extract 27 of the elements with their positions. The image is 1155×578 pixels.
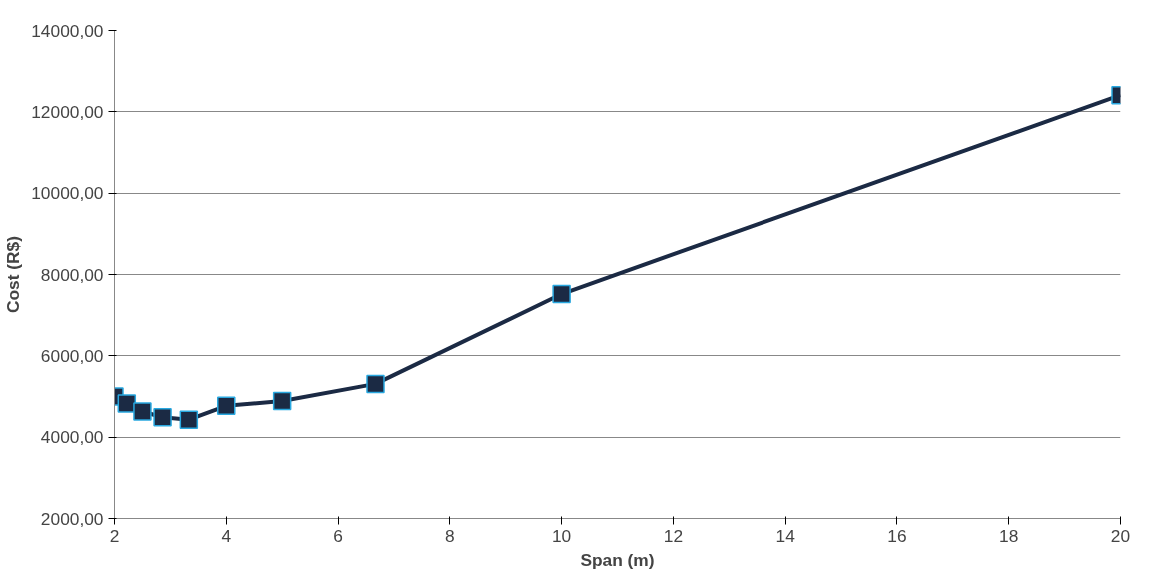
x-tick-label: 16 — [887, 525, 907, 546]
x-tick-label: 8 — [445, 525, 455, 546]
x-tick-label: 10 — [551, 525, 572, 546]
x-tick-label: 2 — [109, 525, 120, 546]
point — [117, 394, 137, 413]
y-tick-label: 12000,00 — [31, 101, 104, 122]
point — [133, 402, 152, 421]
x-tick-label: 18 — [999, 525, 1019, 546]
y-axis-title: Cost (R$) — [3, 235, 24, 314]
point — [552, 284, 571, 304]
y-tick-label: 2000,00 — [40, 508, 104, 529]
x-tick-label: 12 — [663, 525, 684, 546]
x-tick-label: 14 — [775, 525, 796, 546]
y-tick-label: 4000,00 — [40, 427, 104, 448]
point — [217, 396, 236, 416]
point — [179, 410, 199, 429]
y-tick-label: 14000,00 — [31, 20, 104, 41]
x-tick-label: 4 — [221, 525, 232, 546]
x-tick-label: 6 — [333, 525, 343, 546]
point — [153, 407, 172, 427]
x-axis-title: Span (m) — [580, 549, 655, 570]
point — [272, 391, 292, 411]
x-tick-label: 20 — [1110, 525, 1131, 546]
point — [366, 374, 385, 394]
y-tick-label: 8000,00 — [40, 264, 104, 285]
y-tick-label: 10000,00 — [31, 183, 104, 204]
y-tick-label: 6000,00 — [40, 345, 104, 366]
